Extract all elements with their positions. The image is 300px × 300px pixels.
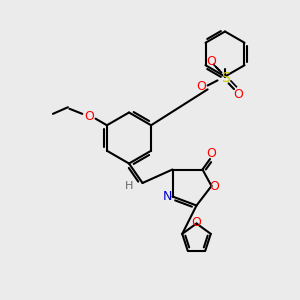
Text: S: S: [220, 71, 230, 85]
Text: O: O: [84, 110, 94, 123]
Text: O: O: [207, 55, 216, 68]
Text: O: O: [207, 146, 216, 160]
Text: O: O: [234, 88, 243, 101]
Text: O: O: [196, 80, 206, 94]
Text: N: N: [162, 190, 172, 203]
Text: O: O: [192, 215, 201, 229]
Text: O: O: [210, 179, 219, 193]
Text: H: H: [125, 181, 133, 191]
